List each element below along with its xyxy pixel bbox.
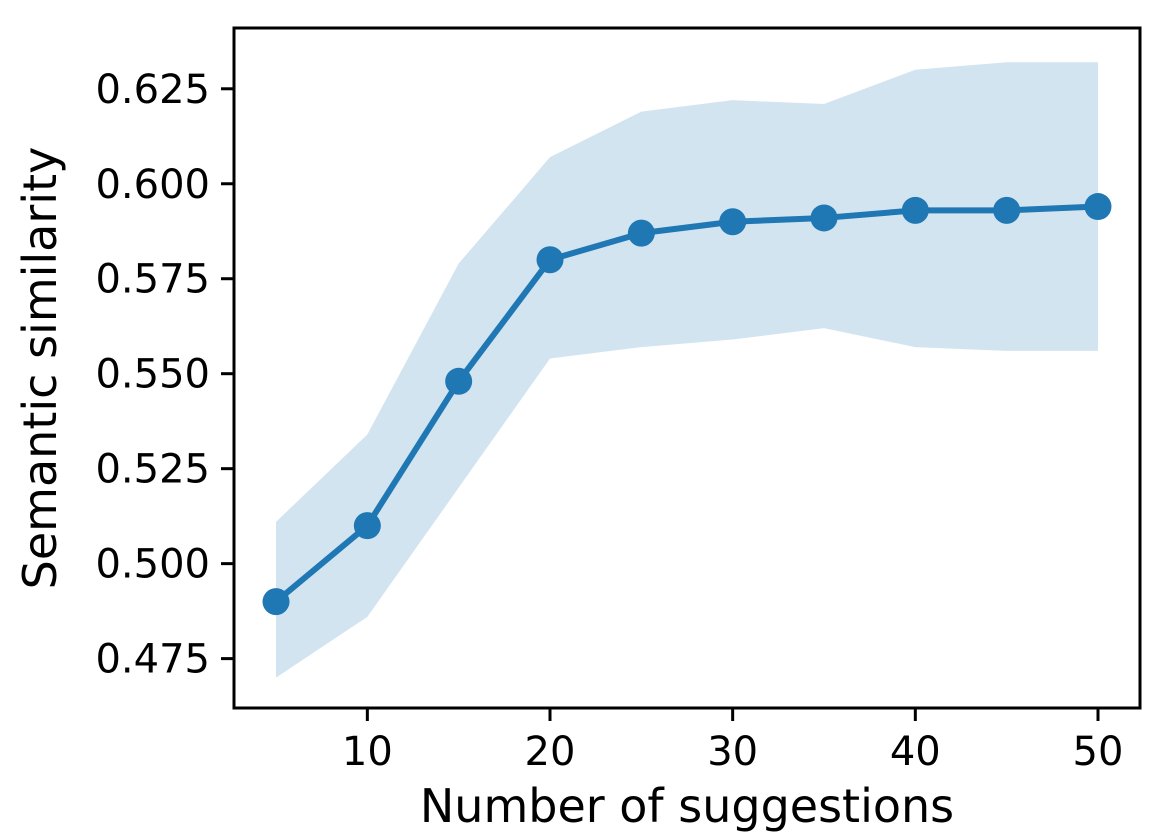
x-tick-label: 50	[1073, 729, 1124, 775]
y-tick-label: 0.550	[95, 352, 210, 398]
mean-line	[273, 203, 1101, 605]
y-tick-label: 0.575	[95, 257, 210, 303]
data-point-marker	[445, 367, 473, 395]
y-tick-label: 0.525	[95, 447, 210, 493]
data-point-marker	[810, 204, 838, 232]
data-point-marker	[1084, 193, 1112, 221]
data-point-marker	[993, 196, 1021, 224]
confidence-band-area	[276, 62, 1098, 678]
plot-spines	[232, 26, 1142, 710]
y-tick-label: 0.600	[95, 162, 210, 208]
x-tick-label: 40	[890, 729, 941, 775]
x-tick-label: 20	[525, 729, 576, 775]
data-point-marker	[627, 219, 655, 247]
x-tick-label: 10	[342, 729, 393, 775]
data-point-marker	[719, 208, 747, 236]
confidence-band	[276, 62, 1098, 678]
axis-ticks	[221, 87, 1100, 721]
x-axis-label: Number of suggestions	[420, 779, 954, 833]
mean-line-path	[273, 203, 1101, 605]
data-point-marker	[901, 196, 929, 224]
y-tick-label: 0.475	[95, 637, 210, 683]
data-point-marker	[262, 588, 290, 616]
data-point-marker	[353, 512, 381, 540]
y-axis-label: Semantic similarity	[13, 147, 67, 590]
data-point-marker	[536, 246, 564, 274]
y-tick-label: 0.500	[95, 542, 210, 588]
data-point-markers	[262, 193, 1112, 616]
axis-tick-labels: 10 20 30 40 50 0.475 0.500 0.525 0.550 0.575 0.600…	[95, 67, 1123, 775]
x-tick-label: 30	[707, 729, 758, 775]
y-tick-label: 0.625	[95, 67, 210, 113]
